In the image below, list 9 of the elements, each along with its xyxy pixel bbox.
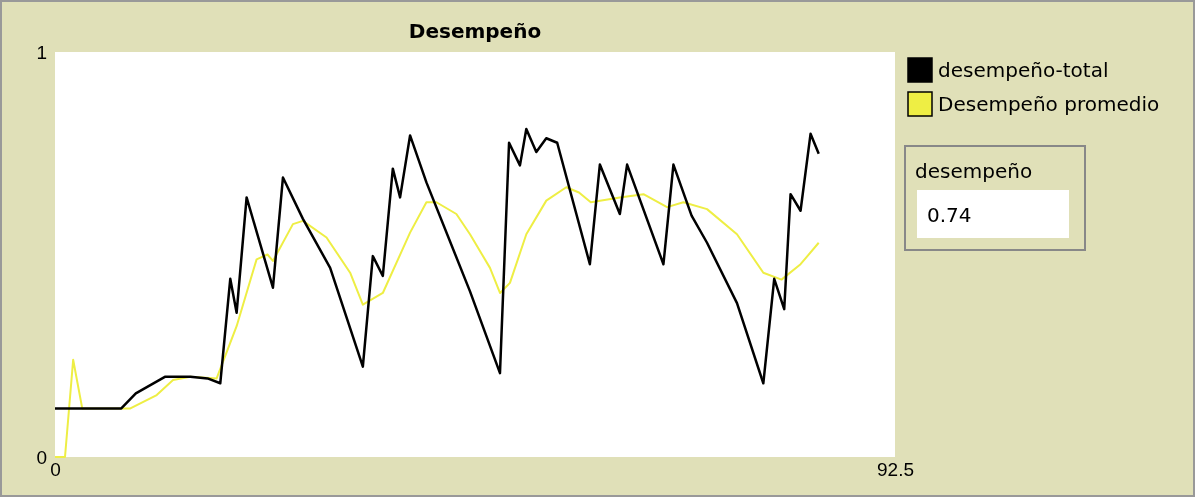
chart-title: Desempeño [408, 19, 542, 43]
y-tick-label: 1 [36, 41, 47, 63]
legend-label: Desempeño promedio [938, 92, 1160, 116]
line-series [53, 127, 820, 410]
x-tick-label: 92.5 [877, 459, 914, 481]
line-series [54, 186, 820, 458]
text: desempeño [915, 159, 1033, 183]
legend-label: desempeño-total [938, 58, 1109, 82]
text: 0.74 [927, 203, 972, 227]
